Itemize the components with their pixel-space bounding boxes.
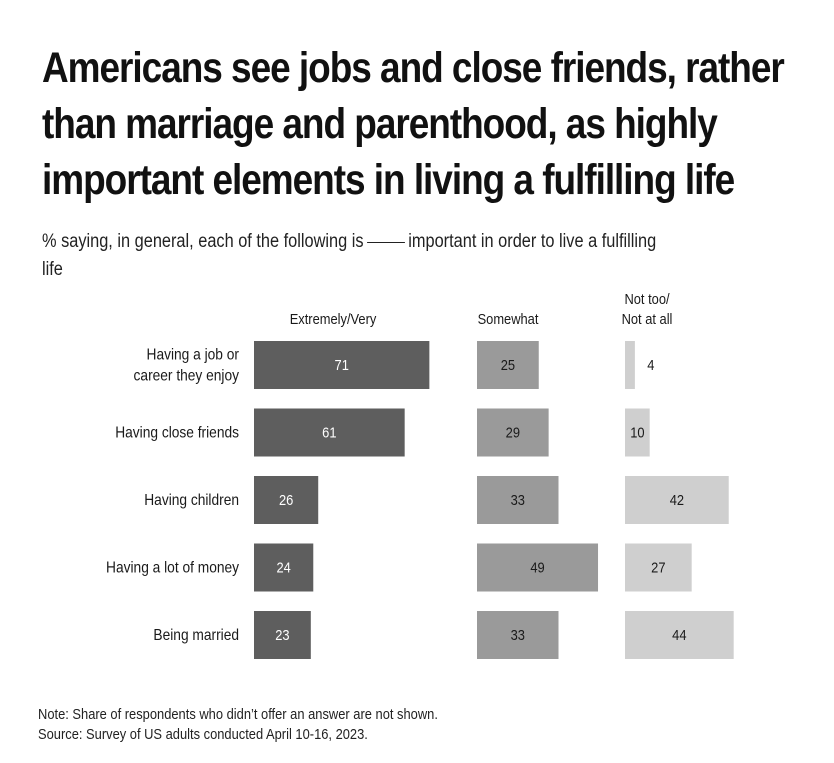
bar-0-1 [254,408,405,457]
category-label-4-line-0: Being married [153,626,239,644]
bar-1-0 [477,341,539,389]
category-label-1-line-0: Having close friends [115,424,239,442]
column-header-1-line-0: Somewhat [478,310,539,327]
subtitle-part-1: % saying, in general, each of the follow… [42,231,364,252]
bar-1-3 [477,543,599,592]
bar-1-4 [477,611,559,659]
note-text: Note: Share of respondents who didn’t of… [38,706,438,723]
bar-2-4 [625,611,734,659]
column-header-2-line-0: Not too/ [624,290,669,307]
bar-1-1 [477,408,549,457]
value-label-1-4: 33 [511,626,526,643]
bar-2-3 [625,543,692,592]
chart-subtitle: % saying, in general, each of the follow… [42,228,678,284]
subtitle-blank-line [366,242,405,243]
value-label-1-3: 49 [530,559,545,576]
value-label-1-0: 25 [501,356,516,373]
value-label-2-2: 42 [670,491,685,508]
subtitle-part-2: important in order to live a fulfilling … [42,231,657,280]
value-label-2-3: 27 [651,559,666,576]
chart-notes: Note: Share of respondents who didn’t of… [38,705,640,745]
bar-2-0 [625,341,635,389]
chart-title: Americans see jobs and close friends, ra… [42,44,785,204]
value-label-0-2: 26 [279,491,294,508]
bar-0-3 [254,543,314,592]
category-label-0-line-0: Having a job or [147,346,239,364]
value-label-2-4: 44 [672,626,687,643]
column-header-0-line-0: Extremely/Very [290,310,377,327]
value-label-0-1: 61 [322,424,337,441]
bar-1-2 [477,476,559,524]
bar-0-0 [254,341,430,389]
value-label-0-0: 71 [335,356,350,373]
bar-2-1 [625,408,650,457]
bar-2-2 [625,476,729,524]
category-label-2-line-0: Having children [144,491,239,509]
value-label-2-1: 10 [630,424,645,441]
value-label-2-0: 4 [647,356,654,373]
category-label-0-line-1: career they enjoy [134,367,240,385]
value-label-1-1: 29 [506,424,521,441]
value-label-1-2: 33 [511,491,526,508]
column-header-2-line-1: Not at all [622,310,673,327]
bar-chart: Extremely/Very Somewhat Not too/Not at all… [106,290,734,659]
bar-0-4 [254,611,311,659]
value-label-0-4: 23 [275,626,290,643]
source-text: Source: Survey of US adults conducted Ap… [38,726,368,743]
value-label-0-3: 24 [276,559,291,576]
category-label-3-line-0: Having a lot of money [106,559,239,577]
bar-0-2 [254,476,319,524]
